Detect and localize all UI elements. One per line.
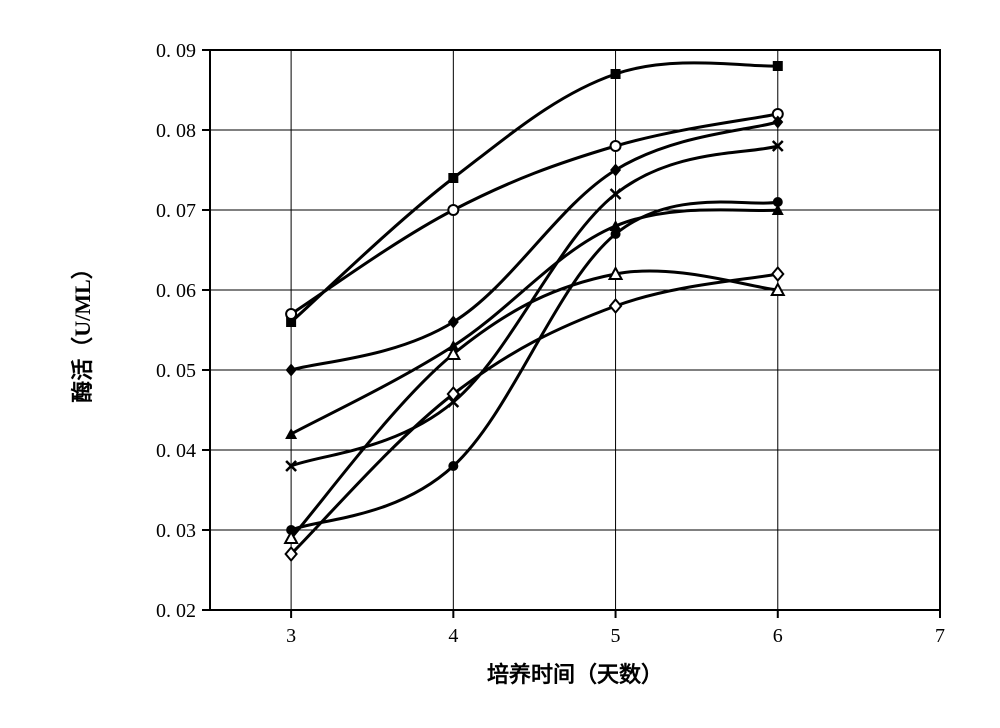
series-s7_open_triangle: [291, 271, 778, 538]
svg-text:7: 7: [935, 625, 945, 647]
line-chart: 3 4 5 6 7 0. 02 0. 03 0. 04 0. 05 0. 06 0. 07 0. 08…: [20, 20, 980, 708]
svg-text:0. 05: 0. 05: [156, 360, 196, 382]
series-s3_filled_diamond: [291, 122, 778, 370]
series-s5_filled_circle: [291, 202, 778, 530]
svg-text:0. 04: 0. 04: [156, 440, 196, 462]
chart-container: 3 4 5 6 7 0. 02 0. 03 0. 04 0. 05 0. 06 0. 07 0. 08…: [20, 20, 980, 708]
x-axis-label: 培养时间（天数）: [487, 662, 663, 687]
svg-text:0. 06: 0. 06: [156, 280, 196, 302]
svg-text:5: 5: [611, 625, 621, 647]
svg-text:0. 09: 0. 09: [156, 40, 196, 62]
svg-text:0. 08: 0. 08: [156, 120, 196, 142]
series-s6_filled_triangle: [291, 210, 778, 434]
svg-text:4: 4: [448, 625, 458, 647]
svg-text:0. 07: 0. 07: [156, 200, 196, 222]
svg-text:6: 6: [773, 625, 783, 647]
svg-text:0. 02: 0. 02: [156, 600, 196, 622]
svg-text:3: 3: [286, 625, 296, 647]
svg-text:0. 03: 0. 03: [156, 520, 196, 542]
series-s4_x: [291, 146, 778, 466]
y-axis-label: 酶活（U/ML）: [70, 257, 95, 402]
